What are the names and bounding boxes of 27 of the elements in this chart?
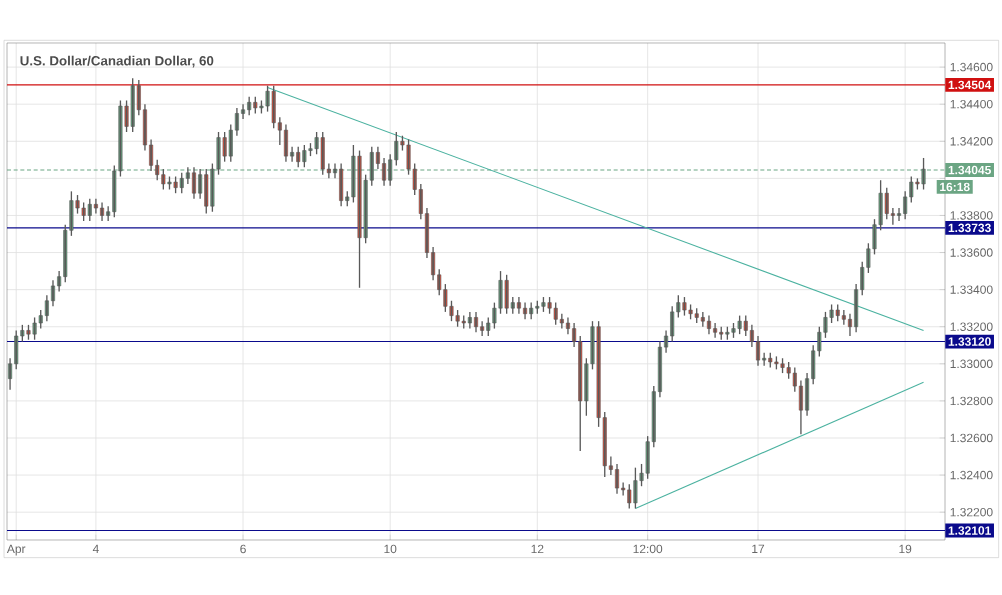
ref-line-label: 1.34045 — [948, 165, 991, 175]
ref-line-label: 1.33120 — [948, 337, 991, 346]
ref-line-label: 1.32101 — [948, 526, 991, 535]
y-tick-label: 1.32600 — [950, 433, 993, 443]
x-tick-label: 10 — [384, 544, 397, 554]
y-tick-label: 1.34200 — [950, 137, 993, 146]
y-tick-label: 1.34400 — [950, 99, 993, 109]
text: U.S. Dollar/Canadian Dollar, 60 — [20, 55, 214, 68]
y-tick-label: 1.33000 — [950, 359, 993, 369]
x-tick-label: 4 — [92, 544, 99, 553]
y-tick-label: 1.33600 — [950, 248, 993, 257]
y-tick-label: 1.32200 — [950, 507, 993, 517]
x-tick-label: 17 — [752, 544, 765, 553]
ref-line-label: 1.33733 — [948, 223, 991, 233]
x-tick-label: 19 — [899, 544, 912, 554]
ref-line-label: 1.34504 — [948, 80, 992, 90]
y-tick-label: 1.33400 — [950, 285, 993, 294]
y-tick-label: 1.32400 — [950, 470, 993, 480]
x-tick-label: Apr — [6, 544, 26, 556]
y-tick-label: 1.33200 — [950, 322, 993, 331]
x-tick-label: 6 — [240, 544, 246, 554]
y-tick-label: 1.34600 — [950, 62, 993, 72]
x-tick-label: 12:00 — [633, 544, 663, 554]
y-tick-label: 1.33800 — [950, 211, 993, 220]
x-tick-label: 12 — [531, 544, 544, 554]
y-tick-label: 1.32800 — [950, 396, 993, 406]
text: 16:18 — [940, 182, 970, 192]
